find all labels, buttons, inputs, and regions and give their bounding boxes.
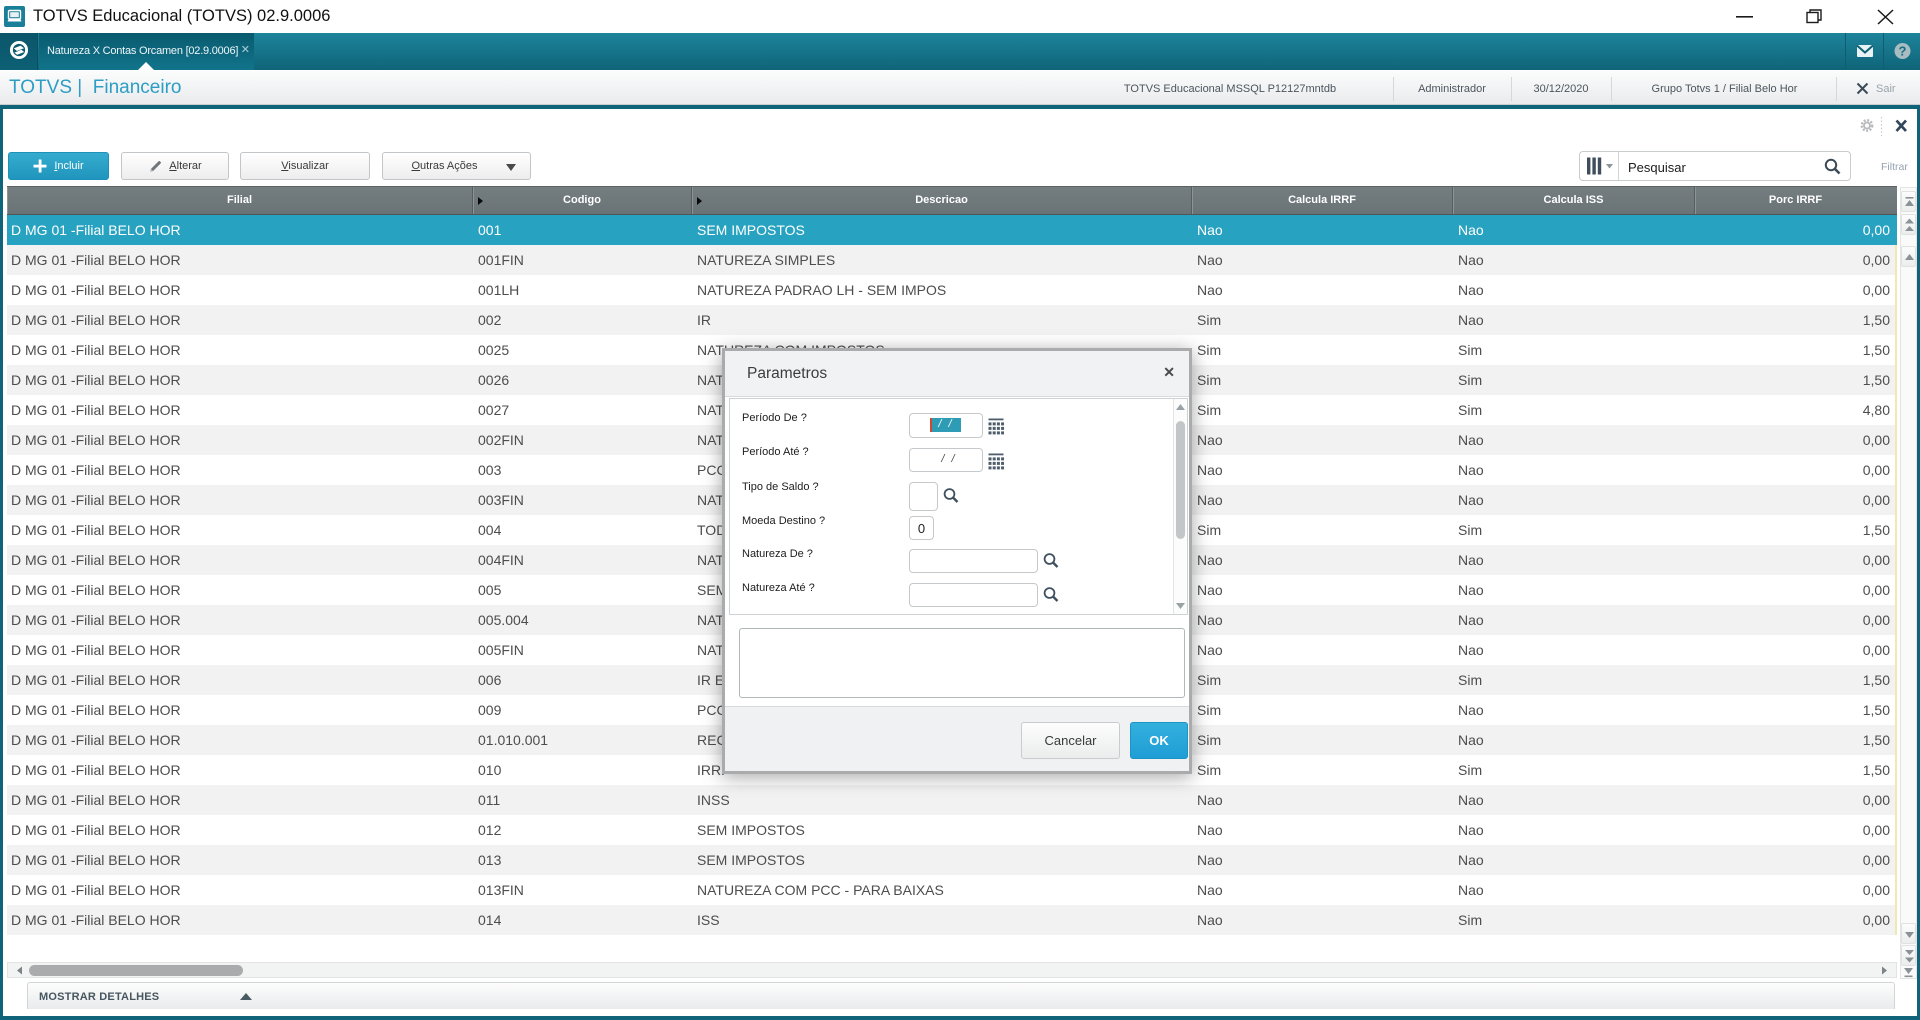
svg-text:?: ? (1899, 44, 1907, 59)
